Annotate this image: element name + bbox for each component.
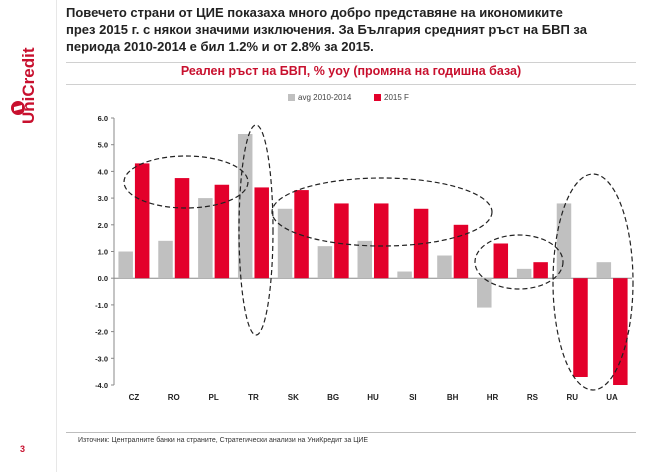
bar-2015f-hr xyxy=(493,243,509,279)
bar-2015f-cz xyxy=(134,163,150,279)
legend-label: avg 2010-2014 xyxy=(298,93,352,102)
legend-label: 2015 F xyxy=(384,93,409,102)
y-tick-label: 4.0 xyxy=(98,167,108,176)
annotation-ellipse xyxy=(238,124,274,336)
y-tick-label: 0.0 xyxy=(98,274,108,283)
bar-avg-ro xyxy=(158,240,173,279)
category-label: BH xyxy=(447,393,459,402)
bar-avg-ua xyxy=(596,262,612,279)
y-tick-label: 5.0 xyxy=(98,141,108,150)
y-tick-label: 2.0 xyxy=(98,221,108,230)
bar-avg-rs xyxy=(516,268,532,279)
y-tick-label: -2.0 xyxy=(95,328,108,337)
y-tick-label: -4.0 xyxy=(95,381,108,390)
headline-line-1: Повечето страни от ЦИЕ показаха много до… xyxy=(66,5,563,20)
bar-avg-bg xyxy=(317,246,333,279)
bar-2015f-tr xyxy=(254,187,269,279)
category-label: PL xyxy=(208,393,218,402)
brand-sidebar: UniCredit 3 xyxy=(0,0,56,472)
footer-rule xyxy=(66,432,636,433)
category-label: HU xyxy=(367,393,379,402)
bar-avg-hr xyxy=(477,278,492,308)
unicredit-logo: UniCredit xyxy=(11,47,38,124)
gdp-growth-chart: 6.0 5.0 4.0 3.0 2.0 1.0 0.0 -1.0 -2.0 -3.0 -4.0 CZ R… xyxy=(95,93,634,402)
bar-avg-ru xyxy=(556,203,572,279)
bar-avg-pl xyxy=(198,198,213,279)
category-label: RS xyxy=(527,393,539,402)
category-label: HR xyxy=(487,393,499,402)
annotation-ellipse xyxy=(123,155,249,209)
chart-title: Реален ръст на БВП, % yoy (промяна на го… xyxy=(180,64,522,78)
headline-line-3: периода 2010-2014 е бил 1.2% и от 2.8% з… xyxy=(66,39,374,54)
slide-headline: Повечето страни от ЦИЕ показаха много до… xyxy=(66,4,636,55)
bar-2015f-sk xyxy=(294,190,309,279)
sidebar-divider xyxy=(56,0,57,472)
legend-swatch xyxy=(288,94,295,101)
category-label: RU xyxy=(566,393,578,402)
logo-emblem xyxy=(11,101,25,115)
bar-2015f-rs xyxy=(533,262,548,279)
title-rule-top xyxy=(66,62,636,63)
bar-2015f-ru xyxy=(573,278,588,377)
category-label: UA xyxy=(606,393,618,402)
annotation-ellipse xyxy=(271,177,493,247)
bar-avg-hu xyxy=(357,240,372,279)
bar-2015f-hu xyxy=(374,203,389,279)
category-label: BG xyxy=(327,393,339,402)
bar-2015f-bg xyxy=(334,203,349,279)
bar-avg-sk xyxy=(277,208,293,279)
category-label: CZ xyxy=(129,393,140,402)
bar-avg-tr xyxy=(237,134,253,279)
headline-line-2: през 2015 г. с някои значими изключения.… xyxy=(66,22,587,37)
legend-swatch xyxy=(374,94,381,101)
bar-2015f-pl xyxy=(214,184,230,279)
bar-avg-cz xyxy=(118,251,133,279)
annotation-ellipse xyxy=(474,234,564,290)
bar-2015f-ro xyxy=(174,178,190,279)
page-number: 3 xyxy=(20,444,26,454)
source-note: Източник: Централните банки на страните,… xyxy=(78,437,369,444)
category-label: SK xyxy=(288,393,299,402)
bar-2015f-bh xyxy=(453,224,469,279)
title-rule-bottom xyxy=(66,84,636,85)
y-tick-label: 1.0 xyxy=(98,248,108,257)
bar-2015f-ua xyxy=(613,278,628,385)
category-label: RO xyxy=(168,393,180,402)
category-label: TR xyxy=(248,393,259,402)
y-tick-label: 6.0 xyxy=(98,114,108,123)
y-tick-label: 3.0 xyxy=(98,194,108,203)
y-tick-label: -3.0 xyxy=(95,354,108,363)
annotation-ellipse xyxy=(552,173,634,391)
category-label: SI xyxy=(409,393,417,402)
bar-avg-bh xyxy=(437,255,452,279)
y-tick-label: -1.0 xyxy=(95,301,108,310)
bar-avg-si xyxy=(397,271,412,279)
